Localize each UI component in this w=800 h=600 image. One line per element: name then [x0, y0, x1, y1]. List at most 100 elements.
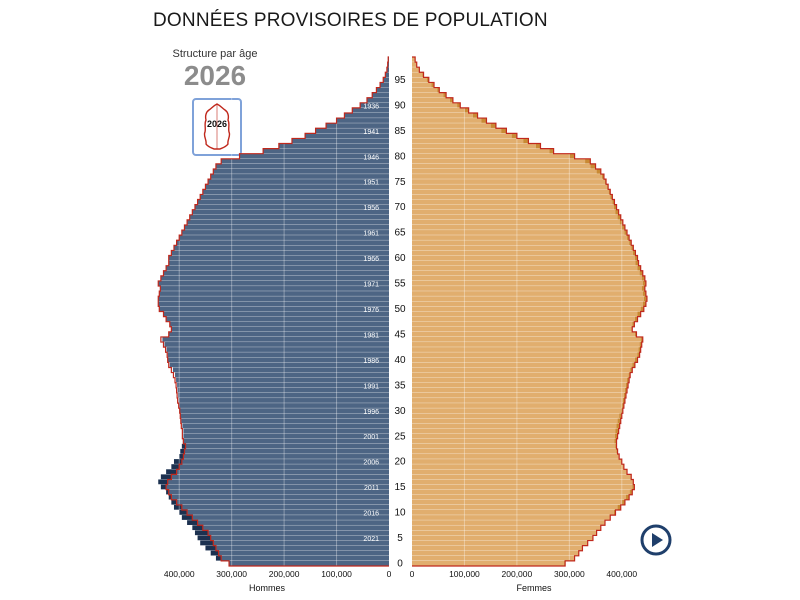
female-bar [412, 484, 633, 490]
female-bar [412, 163, 591, 169]
current-year: 2026 [183, 60, 247, 91]
male-bar-excess [194, 530, 209, 536]
female-bar-excess [617, 504, 621, 510]
female-bar-excess [535, 143, 541, 149]
male-bar [213, 168, 389, 174]
male-bar [202, 189, 389, 195]
female-bar-excess [624, 387, 628, 393]
female-bar-excess [621, 403, 624, 408]
age-tick-label: 80 [394, 151, 406, 162]
age-tick-label: 30 [394, 406, 406, 417]
male-bar-excess [166, 489, 169, 495]
female-bar [412, 128, 502, 134]
male-bar [176, 377, 389, 383]
female-bar [412, 67, 419, 72]
female-bar-excess [523, 138, 529, 144]
birth-year-label: 1981 [363, 332, 379, 339]
page-title: DONNÉES PROVISOIRES DE POPULATION [153, 10, 548, 31]
female-bar [412, 469, 628, 475]
male-bar [163, 311, 389, 317]
female-bar [412, 245, 632, 251]
male-bar [168, 255, 389, 261]
male-bar [189, 214, 389, 220]
female-bar [412, 62, 417, 67]
female-bar-excess [628, 372, 631, 378]
female-bar [412, 550, 579, 556]
male-bar [263, 148, 389, 154]
female-bar [412, 168, 597, 174]
male-x-tick-label: 400,000 [164, 569, 195, 579]
male-bar [387, 62, 389, 67]
female-bar-excess [614, 438, 617, 444]
male-bar [177, 382, 389, 388]
female-bar [412, 286, 642, 291]
male-bar [210, 174, 389, 179]
male-bar [171, 494, 389, 500]
female-bar [412, 433, 615, 439]
female-bar [412, 184, 608, 190]
female-bar-excess [585, 158, 591, 164]
male-bar [175, 372, 389, 378]
female-bar-excess [443, 92, 447, 98]
female-bar [412, 77, 427, 83]
thumbnail-year-label: 2026 [206, 119, 228, 129]
age-tick-label: 40 [394, 355, 406, 366]
male-bar [166, 265, 389, 271]
male-bar-excess [173, 504, 182, 510]
male-bar [291, 138, 389, 144]
female-bar [412, 535, 593, 541]
female-bar [412, 199, 613, 205]
female-bar-excess [601, 174, 604, 179]
female-bar [412, 260, 636, 266]
male-bar-excess [179, 510, 188, 515]
birth-year-label: 2001 [363, 434, 379, 441]
female-bar [412, 270, 640, 276]
female-bar [412, 57, 415, 62]
birth-year-label: 1966 [363, 256, 379, 263]
female-bar [412, 280, 643, 286]
female-bar [412, 204, 614, 210]
female-bar [412, 235, 628, 240]
birth-year-label: 2021 [363, 536, 379, 543]
female-bar [412, 377, 628, 383]
male-bar [386, 67, 389, 72]
female-bar-excess [637, 265, 641, 271]
female-bar-excess [634, 331, 637, 337]
male-bar [181, 418, 389, 424]
female-bar [412, 82, 432, 88]
female-bar [412, 545, 583, 551]
male-bar [181, 504, 389, 510]
female-bar [412, 474, 632, 480]
male-bar [380, 82, 389, 88]
female-bar [412, 387, 625, 393]
male-bar-excess [158, 479, 168, 485]
female-bar-excess [431, 82, 435, 88]
male-bar [383, 77, 389, 83]
male-bar [205, 184, 389, 190]
female-bar-excess [632, 484, 635, 490]
female-bar [412, 336, 641, 342]
female-bar-excess [613, 510, 616, 515]
female-bar [412, 382, 626, 388]
male-bar-excess [171, 464, 180, 469]
female-bar-excess [624, 230, 628, 235]
male-bar [192, 209, 389, 215]
play-button[interactable] [640, 524, 672, 556]
female-bar-excess [617, 214, 621, 220]
female-bar-excess [634, 316, 638, 322]
male-bar-excess [210, 550, 219, 556]
male-bar [185, 443, 389, 449]
female-bar [412, 209, 616, 215]
female-bar [412, 418, 618, 424]
male-bar-excess [160, 474, 172, 480]
female-bar [412, 133, 512, 139]
female-x-tick-label: 100,000 [449, 569, 480, 579]
female-bar [412, 153, 570, 159]
female-bar [412, 367, 631, 373]
female-bar [412, 291, 643, 296]
year-thumbnail-button[interactable]: 2026 [192, 98, 242, 156]
male-bar [159, 291, 389, 296]
male-bar [168, 331, 389, 337]
female-bar-excess [620, 408, 623, 413]
female-bar [412, 489, 630, 495]
